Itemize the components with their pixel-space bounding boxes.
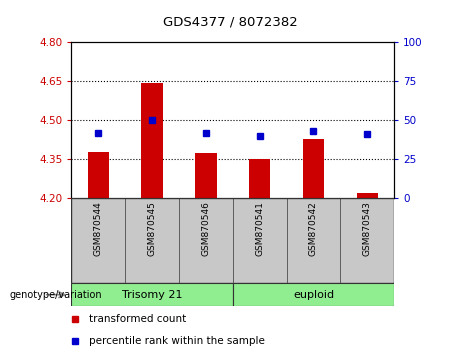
Text: GSM870543: GSM870543 [363,201,372,256]
Bar [179,198,233,283]
Bar [249,159,271,198]
Bar [233,283,394,306]
Text: genotype/variation: genotype/variation [9,290,102,300]
Text: GDS4377 / 8072382: GDS4377 / 8072382 [163,16,298,29]
Text: euploid: euploid [293,290,334,300]
Bar [88,152,109,198]
Bar [340,198,394,283]
Bar [195,153,217,198]
Text: GSM870546: GSM870546 [201,201,210,256]
Text: percentile rank within the sample: percentile rank within the sample [89,336,265,346]
Bar [142,83,163,198]
Text: GSM870544: GSM870544 [94,201,103,256]
Bar [356,193,378,198]
Bar [233,198,287,283]
Bar [287,198,340,283]
Text: GSM870542: GSM870542 [309,201,318,256]
Bar [125,198,179,283]
Bar [71,283,233,306]
Text: GSM870541: GSM870541 [255,201,264,256]
Text: transformed count: transformed count [89,314,186,324]
Text: Trisomy 21: Trisomy 21 [122,290,183,300]
Bar [71,198,125,283]
Bar [303,138,324,198]
Text: GSM870545: GSM870545 [148,201,157,256]
